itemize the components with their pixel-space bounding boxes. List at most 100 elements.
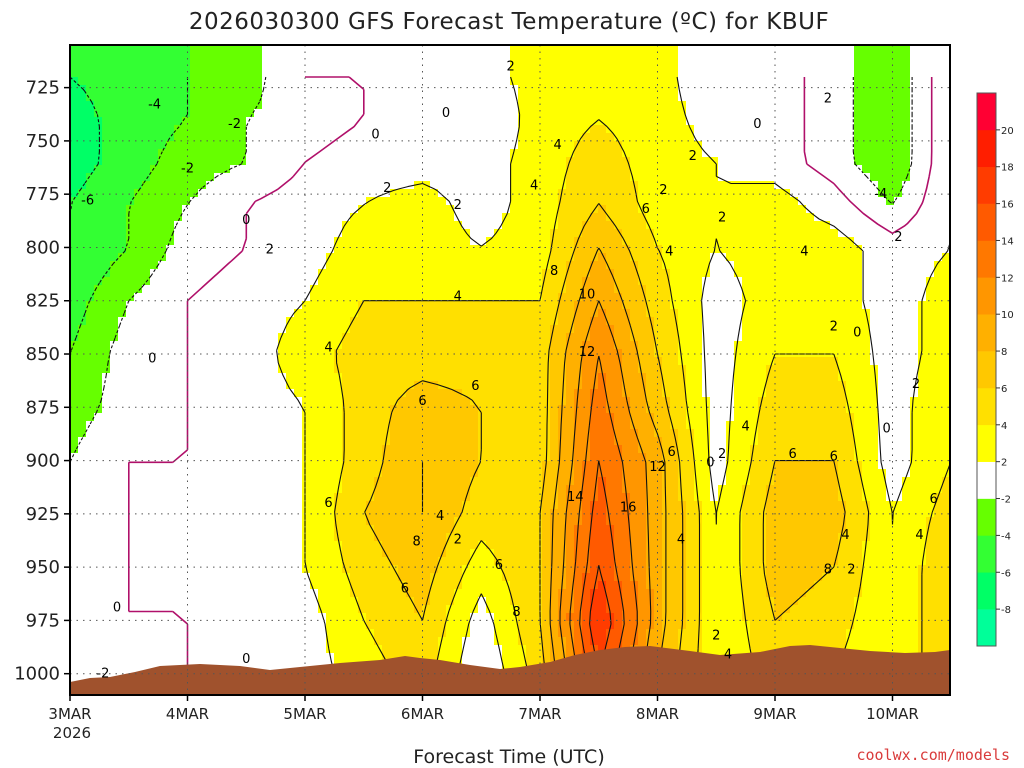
temperature-cell — [414, 429, 423, 438]
temperature-cell — [334, 69, 343, 78]
temperature-cell — [294, 205, 303, 214]
temperature-cell — [166, 525, 175, 534]
temperature-cell — [494, 653, 503, 662]
temperature-cell — [174, 77, 183, 86]
temperature-cell — [182, 365, 191, 374]
temperature-cell — [78, 325, 87, 334]
temperature-cell — [438, 213, 447, 222]
temperature-cell — [302, 485, 311, 494]
temperature-cell — [206, 565, 215, 574]
temperature-cell — [462, 253, 471, 262]
temperature-cell — [214, 597, 223, 606]
temperature-cell — [342, 525, 351, 534]
temperature-cell — [294, 101, 303, 110]
temperature-cell — [422, 461, 431, 470]
temperature-cell — [302, 421, 311, 430]
temperature-cell — [294, 597, 303, 606]
temperature-cell — [166, 133, 175, 142]
temperature-cell — [398, 277, 407, 286]
temperature-cell — [158, 245, 167, 254]
temperature-cell — [358, 389, 367, 398]
temperature-cell — [358, 269, 367, 278]
temperature-cell — [310, 173, 319, 182]
temperature-cell — [446, 517, 455, 526]
temperature-cell — [110, 517, 119, 526]
temperature-cell — [214, 629, 223, 638]
temperature-cell — [406, 357, 415, 366]
temperature-cell — [310, 437, 319, 446]
temperature-cell — [502, 557, 511, 566]
temperature-cell — [390, 269, 399, 278]
temperature-cell — [518, 149, 527, 158]
temperature-cell — [462, 85, 471, 94]
temperature-cell — [326, 261, 335, 270]
temperature-cell — [158, 421, 167, 430]
temperature-cell — [518, 437, 527, 446]
temperature-cell — [254, 373, 263, 382]
temperature-cell — [262, 581, 271, 590]
temperature-cell — [294, 221, 303, 230]
temperature-cell — [310, 365, 319, 374]
temperature-cell — [542, 117, 551, 126]
temperature-cell — [478, 85, 487, 94]
temperature-cell — [398, 117, 407, 126]
temperature-cell — [166, 245, 175, 254]
temperature-cell — [206, 269, 215, 278]
temperature-cell — [350, 373, 359, 382]
temperature-cell — [294, 373, 303, 382]
temperature-cell — [174, 197, 183, 206]
temperature-cell — [158, 485, 167, 494]
temperature-cell — [166, 381, 175, 390]
temperature-cell — [118, 165, 127, 174]
temperature-cell — [398, 373, 407, 382]
temperature-cell — [326, 389, 335, 398]
temperature-cell — [262, 197, 271, 206]
temperature-cell — [78, 293, 87, 302]
temperature-cell — [174, 653, 183, 662]
temperature-cell — [182, 85, 191, 94]
temperature-cell — [382, 597, 391, 606]
temperature-cell — [150, 565, 159, 574]
temperature-cell — [414, 293, 423, 302]
temperature-cell — [494, 229, 503, 238]
temperature-cell — [318, 389, 327, 398]
temperature-cell — [286, 453, 295, 462]
temperature-cell — [462, 325, 471, 334]
temperature-cell — [102, 525, 111, 534]
temperature-cell — [254, 381, 263, 390]
temperature-cell — [374, 493, 383, 502]
temperature-cell — [238, 533, 247, 542]
temperature-cell — [342, 125, 351, 134]
temperature-cell — [270, 429, 279, 438]
temperature-cell — [94, 189, 103, 198]
temperature-cell — [358, 205, 367, 214]
temperature-cell — [502, 109, 511, 118]
temperature-cell — [254, 405, 263, 414]
temperature-cell — [238, 181, 247, 190]
temperature-cell — [134, 501, 143, 510]
temperature-cell — [246, 565, 255, 574]
temperature-cell — [70, 117, 79, 126]
temperature-cell — [294, 181, 303, 190]
temperature-cell — [86, 325, 95, 334]
temperature-cell — [206, 149, 215, 158]
temperature-cell — [110, 613, 119, 622]
temperature-cell — [542, 45, 551, 54]
temperature-cell — [438, 61, 447, 70]
temperature-cell — [126, 565, 135, 574]
temperature-cell — [430, 493, 439, 502]
temperature-cell — [110, 341, 119, 350]
temperature-cell — [190, 621, 199, 630]
temperature-cell — [462, 301, 471, 310]
temperature-cell — [318, 621, 327, 630]
temperature-cell — [358, 69, 367, 78]
temperature-cell — [310, 565, 319, 574]
temperature-cell — [462, 653, 471, 662]
temperature-cell — [406, 421, 415, 430]
temperature-cell — [86, 93, 95, 102]
temperature-cell — [334, 181, 343, 190]
temperature-cell — [502, 413, 511, 422]
temperature-cell — [262, 589, 271, 598]
temperature-cell — [190, 85, 199, 94]
temperature-cell — [414, 109, 423, 118]
